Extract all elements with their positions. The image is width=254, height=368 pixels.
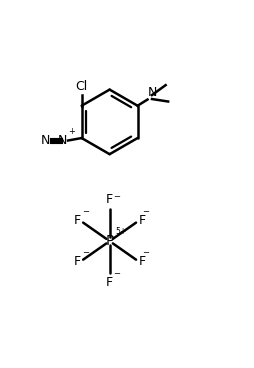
- Text: +: +: [68, 127, 75, 135]
- Text: F: F: [138, 215, 146, 227]
- Text: N: N: [58, 134, 67, 147]
- Text: N: N: [148, 86, 157, 99]
- Text: −: −: [82, 208, 89, 216]
- Text: F: F: [106, 276, 113, 289]
- Text: F: F: [138, 255, 146, 268]
- Text: −: −: [142, 248, 150, 257]
- Text: −: −: [82, 248, 89, 257]
- Text: −: −: [114, 269, 121, 278]
- Text: N: N: [40, 134, 50, 147]
- Text: Cl: Cl: [75, 80, 88, 93]
- Text: F: F: [74, 215, 81, 227]
- Text: −: −: [142, 208, 150, 216]
- Text: −: −: [114, 192, 121, 201]
- Text: F: F: [74, 255, 81, 268]
- Text: 5+: 5+: [116, 227, 127, 236]
- Text: P: P: [105, 234, 114, 248]
- Text: F: F: [106, 193, 113, 206]
